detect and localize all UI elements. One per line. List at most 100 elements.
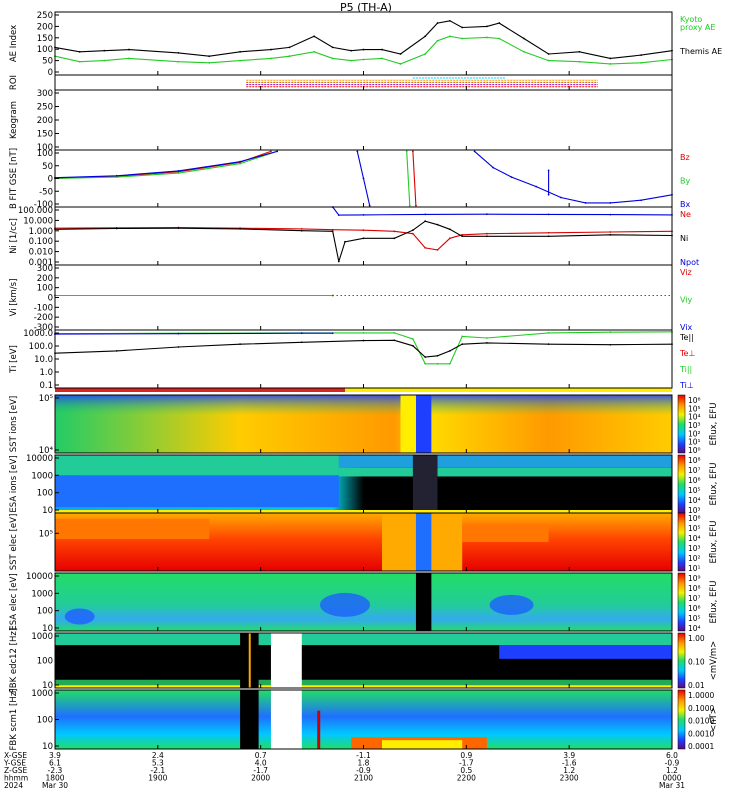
y-tick-label: -100 bbox=[34, 200, 53, 210]
y-tick-label: 10.0 bbox=[34, 355, 53, 365]
data-point bbox=[415, 204, 417, 207]
z-gse-value: 1.2 bbox=[563, 766, 575, 775]
sst-elec-orange bbox=[55, 518, 210, 540]
y-axis-label: FBK scm1 [Hz] bbox=[9, 689, 19, 751]
data-point bbox=[424, 35, 427, 38]
series-line bbox=[412, 151, 417, 206]
data-point bbox=[288, 46, 291, 49]
y-tick-label: 0.010 bbox=[29, 248, 53, 258]
y-tick-label: 1.0 bbox=[39, 368, 53, 378]
date-value: Mar 30 bbox=[42, 781, 68, 790]
time-row-label: X-GSE bbox=[4, 751, 27, 760]
y-gse-value: 1.8 bbox=[358, 759, 370, 768]
y-tick-label: 0 bbox=[48, 68, 53, 78]
y-tick-label: 10 bbox=[42, 506, 53, 516]
y-tick-label: 1000 bbox=[31, 589, 53, 599]
series-group-bfield bbox=[54, 150, 673, 207]
data-point bbox=[276, 150, 279, 153]
colorbar-tick: 0.10 bbox=[688, 658, 705, 667]
y-gse-value: -1.7 bbox=[459, 759, 474, 768]
data-point bbox=[393, 237, 396, 240]
z-gse-value: 0.5 bbox=[460, 766, 472, 775]
y-tick-label: -200 bbox=[34, 313, 53, 323]
colorbar-tick: 0.1000 bbox=[688, 704, 714, 713]
data-point bbox=[510, 176, 513, 179]
colorbar-tick: 0.0010 bbox=[688, 729, 714, 738]
data-point bbox=[436, 22, 439, 24]
y-tick-label: 10.000 bbox=[23, 216, 53, 226]
data-point bbox=[362, 48, 365, 51]
sst-elec-recovery bbox=[462, 524, 549, 542]
y-axis-label: Keogram bbox=[9, 101, 19, 139]
y-tick-label: 100 bbox=[37, 45, 53, 55]
data-point bbox=[411, 338, 414, 340]
y-tick-label: 100 bbox=[37, 489, 53, 499]
plot-title: P5 (TH-A) bbox=[340, 1, 392, 14]
y-tick-label: 200 bbox=[37, 22, 53, 32]
colorbar-tick: 10⁹ bbox=[688, 574, 701, 583]
data-point bbox=[486, 213, 488, 216]
y-tick-label: 100 bbox=[37, 607, 53, 617]
y-gse-value: -1.6 bbox=[562, 759, 577, 768]
x-gse-value: 3.9 bbox=[49, 751, 61, 760]
data-point bbox=[78, 60, 81, 63]
y-axis-label: ROI bbox=[9, 75, 19, 90]
data-point bbox=[492, 166, 494, 169]
y-axis-label: B FIT GSE [nT] bbox=[9, 148, 19, 209]
y-tick-label: 50 bbox=[42, 162, 53, 172]
data-point bbox=[115, 227, 118, 230]
colorbar-tick: 10² bbox=[688, 429, 701, 438]
panel-frame-temperature bbox=[54, 329, 673, 389]
y-tick-label: 250 bbox=[37, 103, 53, 113]
fbk-e-upper bbox=[55, 633, 672, 646]
series-group-ae bbox=[54, 19, 673, 65]
data-point bbox=[609, 231, 612, 233]
data-point bbox=[411, 150, 414, 153]
data-point bbox=[448, 228, 451, 231]
data-point bbox=[368, 204, 371, 207]
y-tick-label: -50 bbox=[39, 187, 53, 197]
hhmm-value: 0000 bbox=[662, 774, 681, 783]
sst-ion-dropout bbox=[415, 395, 432, 453]
data-point bbox=[362, 213, 365, 216]
y-gse-value: 6.1 bbox=[49, 759, 61, 768]
x-gse-value: -1.1 bbox=[356, 751, 371, 760]
colorbar-tick: 0.01 bbox=[688, 681, 705, 690]
y-tick-label: 10⁵ bbox=[39, 394, 53, 404]
y-axis-label: SST ions [eV] bbox=[9, 396, 19, 452]
colorbar-fbk_e bbox=[677, 632, 686, 689]
data-point bbox=[128, 48, 130, 51]
data-point bbox=[239, 50, 242, 53]
legend-entry: Viz bbox=[680, 268, 692, 277]
data-point bbox=[461, 233, 464, 236]
series-line bbox=[54, 150, 278, 180]
data-point bbox=[461, 26, 464, 29]
data-point bbox=[408, 204, 411, 207]
data-point bbox=[239, 227, 242, 230]
data-point bbox=[239, 160, 242, 163]
y-axis-label: AE Index bbox=[9, 25, 19, 62]
fbk-e-gap bbox=[270, 633, 302, 688]
data-point bbox=[115, 174, 118, 177]
data-point bbox=[300, 332, 303, 335]
y-tick-label: 0.001 bbox=[29, 258, 53, 268]
x-gse-value: 0.7 bbox=[255, 751, 267, 760]
data-point bbox=[300, 229, 303, 232]
series-line bbox=[54, 20, 673, 59]
y-tick-label: 100.000 bbox=[18, 206, 53, 216]
colorbar-tick: 10³ bbox=[688, 421, 701, 430]
fbk-e-lower bbox=[55, 679, 672, 688]
data-point bbox=[547, 343, 550, 346]
data-point bbox=[486, 337, 488, 339]
data-point bbox=[270, 48, 272, 51]
data-point bbox=[448, 19, 451, 22]
y-tick-label: 50 bbox=[42, 57, 53, 67]
z-gse-value: -2.1 bbox=[151, 766, 166, 775]
data-point bbox=[535, 185, 538, 188]
panel-frame-velocity bbox=[54, 264, 673, 331]
data-point bbox=[461, 343, 464, 346]
series-line bbox=[332, 206, 673, 216]
data-point bbox=[331, 230, 334, 233]
esa-elec-dropout bbox=[415, 573, 432, 631]
x-gse-value: 6.0 bbox=[666, 751, 678, 760]
